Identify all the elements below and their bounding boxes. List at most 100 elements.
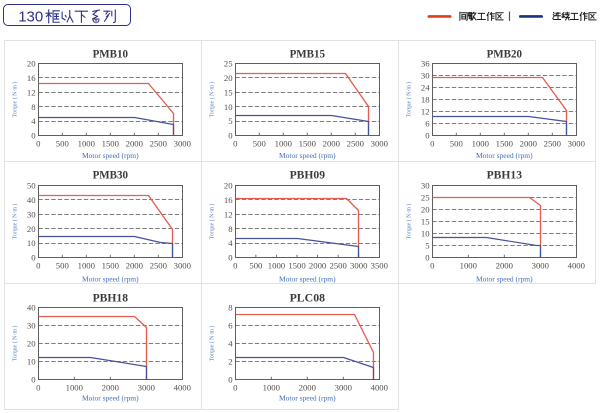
svg-text:2000: 2000: [102, 382, 120, 392]
svg-text:Torque ( N·m ): Torque ( N·m ): [209, 326, 216, 362]
svg-text:PBH13: PBH13: [487, 168, 522, 182]
svg-text:30: 30: [27, 321, 36, 331]
svg-text:36: 36: [421, 59, 430, 69]
svg-text:0: 0: [31, 131, 36, 141]
svg-text:500: 500: [249, 260, 263, 270]
svg-text:Torque ( N·m ): Torque ( N·m ): [209, 82, 216, 118]
svg-text:0: 0: [228, 131, 233, 141]
svg-text:0: 0: [233, 260, 238, 270]
svg-text:16: 16: [27, 73, 36, 83]
svg-text:2: 2: [228, 357, 232, 367]
svg-text:0: 0: [228, 375, 233, 385]
svg-text:20: 20: [224, 73, 233, 83]
svg-text:50: 50: [27, 181, 36, 191]
svg-text:3000: 3000: [371, 138, 389, 148]
svg-text:0: 0: [425, 131, 430, 141]
svg-text:0: 0: [228, 253, 233, 263]
svg-text:PMB30: PMB30: [93, 168, 128, 182]
svg-text:Torque ( N·m ): Torque ( N·m ): [12, 326, 19, 362]
svg-text:Motor speed (rpm): Motor speed (rpm): [476, 275, 533, 284]
svg-text:Motor speed (rpm): Motor speed (rpm): [279, 393, 336, 402]
svg-text:500: 500: [450, 138, 464, 148]
svg-text:1000: 1000: [268, 260, 286, 270]
svg-text:0: 0: [430, 260, 435, 270]
svg-text:2500: 2500: [347, 138, 365, 148]
svg-text:20: 20: [27, 224, 36, 234]
svg-text:1500: 1500: [496, 138, 514, 148]
svg-text:5: 5: [425, 241, 429, 251]
svg-text:2000: 2000: [309, 260, 327, 270]
svg-text:1500: 1500: [102, 138, 120, 148]
svg-text:Motor speed (rpm): Motor speed (rpm): [82, 275, 139, 284]
svg-text:500: 500: [253, 138, 267, 148]
svg-text:5: 5: [228, 116, 232, 126]
svg-text:2500: 2500: [544, 138, 562, 148]
svg-text:25: 25: [421, 193, 430, 203]
svg-text:Motor speed (rpm): Motor speed (rpm): [476, 151, 533, 160]
svg-text:0: 0: [31, 375, 36, 385]
svg-text:Torque ( N·m ): Torque ( N·m ): [12, 82, 19, 118]
svg-text:Motor speed (rpm): Motor speed (rpm): [279, 275, 336, 284]
svg-text:1500: 1500: [288, 260, 306, 270]
svg-text:30: 30: [421, 71, 430, 81]
svg-text:12: 12: [27, 87, 36, 97]
svg-text:0: 0: [233, 382, 238, 392]
svg-text:40: 40: [27, 303, 36, 313]
svg-text:10: 10: [27, 238, 36, 248]
svg-text:0: 0: [233, 138, 238, 148]
svg-text:Motor speed (rpm): Motor speed (rpm): [279, 151, 336, 160]
svg-text:4000: 4000: [371, 382, 389, 392]
svg-text:2000: 2000: [323, 138, 341, 148]
svg-text:Motor speed (rpm): Motor speed (rpm): [82, 393, 139, 402]
svg-text:2000: 2000: [126, 260, 144, 270]
svg-text:6: 6: [425, 119, 430, 129]
svg-text:40: 40: [27, 195, 36, 205]
svg-text:20: 20: [27, 59, 36, 69]
svg-text:Torque ( N·m ): Torque ( N·m ): [406, 82, 413, 118]
svg-text:3500: 3500: [371, 260, 389, 270]
svg-text:16: 16: [224, 195, 233, 205]
svg-text:6: 6: [228, 321, 233, 331]
svg-text:4: 4: [228, 339, 233, 349]
svg-text:10: 10: [224, 102, 233, 112]
svg-text:500: 500: [56, 138, 70, 148]
svg-text:1000: 1000: [472, 138, 490, 148]
svg-text:4: 4: [228, 238, 233, 248]
svg-text:1500: 1500: [102, 260, 120, 270]
svg-text:30: 30: [421, 181, 430, 191]
svg-text:1000: 1000: [78, 138, 96, 148]
svg-text:3000: 3000: [532, 260, 550, 270]
svg-text:PBH18: PBH18: [93, 291, 128, 305]
svg-text:PMB20: PMB20: [487, 47, 522, 61]
svg-text:8: 8: [228, 303, 233, 313]
svg-text:Torque ( N·m ): Torque ( N·m ): [406, 204, 413, 240]
svg-text:PMB15: PMB15: [290, 47, 325, 61]
svg-text:500: 500: [56, 260, 70, 270]
svg-text:10: 10: [421, 229, 430, 239]
svg-text:1000: 1000: [275, 138, 293, 148]
svg-text:0: 0: [425, 253, 430, 263]
svg-text:20: 20: [224, 181, 233, 191]
svg-text:2000: 2000: [520, 138, 538, 148]
svg-text:8: 8: [228, 224, 233, 234]
svg-text:PLC08: PLC08: [290, 291, 325, 305]
svg-text:Motor speed (rpm): Motor speed (rpm): [82, 151, 139, 160]
svg-text:2500: 2500: [329, 260, 347, 270]
svg-text:1500: 1500: [299, 138, 317, 148]
svg-text:3000: 3000: [174, 260, 192, 270]
svg-text:20: 20: [27, 339, 36, 349]
svg-text:3000: 3000: [568, 138, 586, 148]
svg-text:2000: 2000: [496, 260, 514, 270]
svg-text:130: 130: [18, 9, 43, 26]
svg-text:Torque ( N·m ): Torque ( N·m ): [209, 204, 216, 240]
svg-text:3000: 3000: [350, 260, 368, 270]
svg-text:10: 10: [27, 357, 36, 367]
svg-text:1000: 1000: [263, 382, 281, 392]
svg-text:0: 0: [36, 382, 41, 392]
svg-text:0: 0: [430, 138, 435, 148]
svg-text:18: 18: [421, 95, 430, 105]
svg-text:1000: 1000: [460, 260, 478, 270]
svg-text:25: 25: [224, 59, 233, 69]
svg-text:15: 15: [224, 87, 233, 97]
svg-text:1000: 1000: [78, 260, 96, 270]
